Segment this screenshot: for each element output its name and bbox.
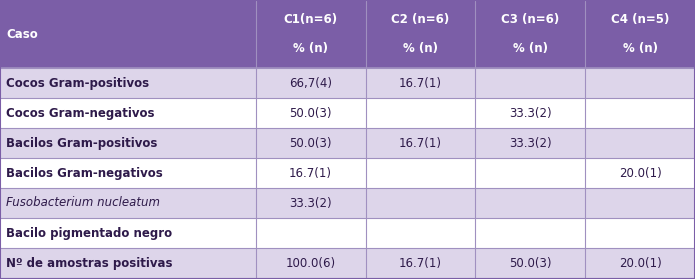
Text: 20.0(1): 20.0(1) bbox=[619, 167, 662, 179]
Text: 50.0(3): 50.0(3) bbox=[509, 256, 552, 270]
Text: 66,7(4): 66,7(4) bbox=[289, 76, 332, 90]
Text: 16.7(1): 16.7(1) bbox=[399, 256, 442, 270]
Text: 50.0(3): 50.0(3) bbox=[289, 107, 332, 119]
Text: % (n): % (n) bbox=[403, 42, 438, 56]
Bar bbox=[0, 188, 695, 218]
Bar bbox=[0, 128, 695, 158]
Bar bbox=[0, 248, 695, 278]
Text: Nº de amostras positivas: Nº de amostras positivas bbox=[6, 256, 172, 270]
Text: 16.7(1): 16.7(1) bbox=[399, 76, 442, 90]
Text: Cocos Gram-positivos: Cocos Gram-positivos bbox=[6, 76, 149, 90]
Text: Bacilos Gram-negativos: Bacilos Gram-negativos bbox=[6, 167, 163, 179]
Text: 33.3(2): 33.3(2) bbox=[509, 107, 552, 119]
Bar bbox=[0, 0, 695, 68]
Text: C2 (n=6): C2 (n=6) bbox=[391, 13, 450, 26]
Text: Cocos Gram-negativos: Cocos Gram-negativos bbox=[6, 107, 154, 119]
Bar bbox=[0, 98, 695, 128]
Text: 33.3(2): 33.3(2) bbox=[289, 196, 332, 210]
Text: % (n): % (n) bbox=[293, 42, 328, 56]
Text: Bacilo pigmentado negro: Bacilo pigmentado negro bbox=[6, 227, 172, 239]
Text: C4 (n=5): C4 (n=5) bbox=[611, 13, 669, 26]
Text: 100.0(6): 100.0(6) bbox=[286, 256, 336, 270]
Text: 16.7(1): 16.7(1) bbox=[399, 136, 442, 150]
Text: Caso: Caso bbox=[6, 28, 38, 40]
Text: C1(n=6): C1(n=6) bbox=[284, 13, 338, 26]
Text: 16.7(1): 16.7(1) bbox=[289, 167, 332, 179]
Text: Bacilos Gram-positivos: Bacilos Gram-positivos bbox=[6, 136, 157, 150]
Text: Fusobacterium nucleatum: Fusobacterium nucleatum bbox=[6, 196, 160, 210]
Bar bbox=[0, 218, 695, 248]
Text: % (n): % (n) bbox=[623, 42, 657, 56]
Bar bbox=[0, 158, 695, 188]
Text: 33.3(2): 33.3(2) bbox=[509, 136, 552, 150]
Text: % (n): % (n) bbox=[513, 42, 548, 56]
Text: 20.0(1): 20.0(1) bbox=[619, 256, 662, 270]
Text: 50.0(3): 50.0(3) bbox=[289, 136, 332, 150]
Bar bbox=[0, 68, 695, 98]
Text: C3 (n=6): C3 (n=6) bbox=[501, 13, 559, 26]
